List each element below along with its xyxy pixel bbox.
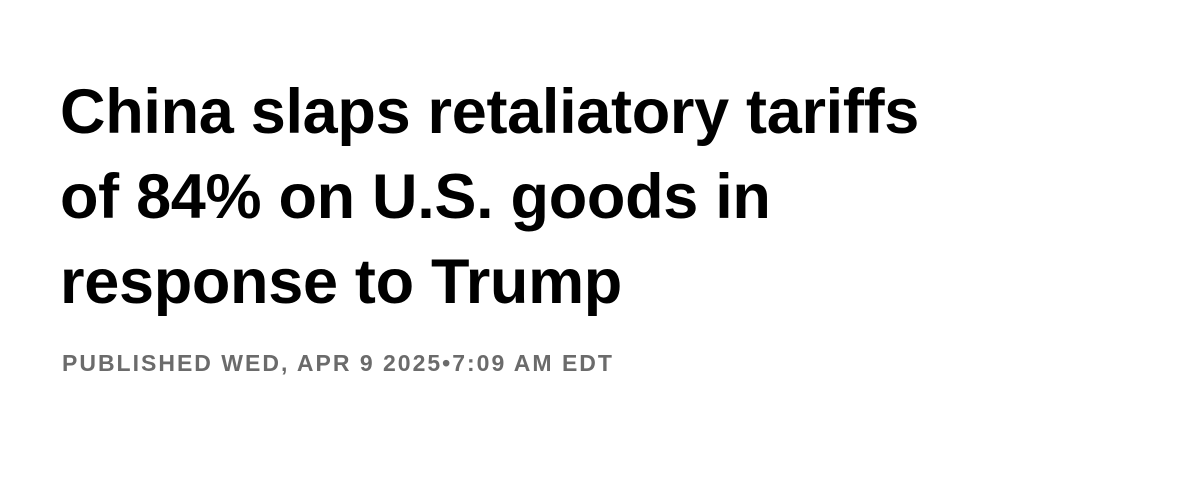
headline-line: response to Trump: [60, 247, 622, 317]
headline-line: of 84% on U.S. goods in: [60, 162, 771, 232]
headline: China slaps retaliatory tariffs of 84% o…: [60, 70, 919, 325]
published-date: PUBLISHED WED, APR 9 2025•7:09 AM EDT: [62, 350, 614, 376]
headline-line: China slaps retaliatory tariffs: [60, 77, 919, 147]
